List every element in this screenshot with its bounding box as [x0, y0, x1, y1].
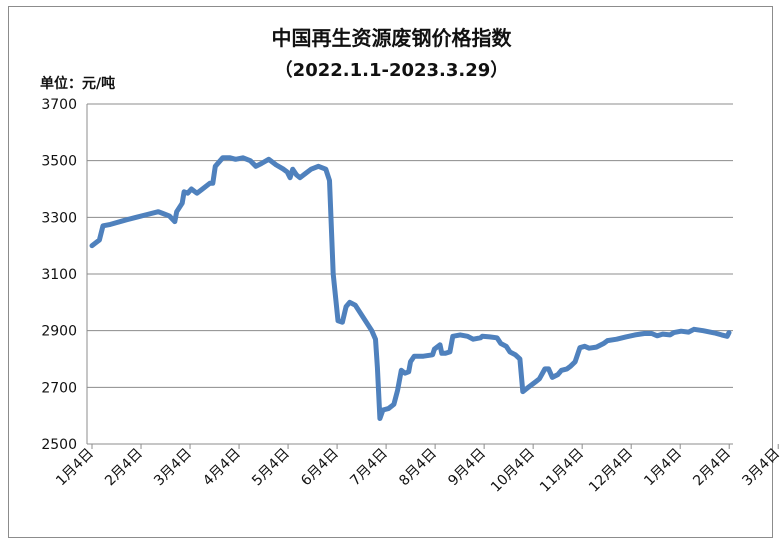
x-tick-label: 5月4日 — [249, 446, 293, 490]
y-tick-label: 2500 — [41, 437, 77, 453]
chart-title: 中国再生资源废钢价格指数 — [271, 26, 512, 50]
x-tick-label: 11月4日 — [537, 446, 587, 496]
x-tick-label: 2月4日 — [102, 446, 146, 490]
x-tick-label: 6月4日 — [298, 446, 342, 490]
x-tick-label: 10月4日 — [488, 446, 538, 496]
x-tick-labels: 1月4日 2月4日 3月4日 4月4日 5月4日 6月4日 7月4日 8月4日 9月4日10月4… — [53, 446, 783, 496]
x-tick-label: 1月4日 — [641, 446, 685, 490]
y-tick-label: 3500 — [41, 154, 77, 170]
x-tick-label: 12月4日 — [586, 446, 636, 496]
axes — [86, 104, 779, 449]
x-tick-label: 2月4日 — [690, 446, 734, 490]
x-tick-label: 4月4日 — [200, 446, 244, 490]
y-unit-label: 单位：元/吨 — [40, 76, 116, 92]
y-tick-label: 3300 — [41, 210, 77, 226]
x-tick-label: 8月4日 — [396, 446, 440, 490]
y-tick-label: 2700 — [41, 380, 77, 396]
x-tick-label: 7月4日 — [347, 446, 391, 490]
y-tick-label: 3700 — [41, 97, 77, 113]
x-tick-label: 3月4日 — [739, 446, 783, 490]
series-layer — [89, 155, 732, 421]
x-tick-label: 3月4日 — [151, 446, 195, 490]
chart-frame — [8, 6, 773, 538]
grid-lines — [87, 103, 733, 388]
y-tick-labels: 2500 2700 2900 3100 3300 3500 3700 — [41, 97, 77, 453]
series-line-0 — [89, 155, 732, 421]
y-tick-label: 3100 — [41, 267, 77, 283]
chart-subtitle: （2022.1.1-2023.3.29） — [274, 60, 509, 81]
x-tick-label: 9月4日 — [445, 446, 489, 490]
y-tick-label: 2900 — [41, 324, 77, 340]
